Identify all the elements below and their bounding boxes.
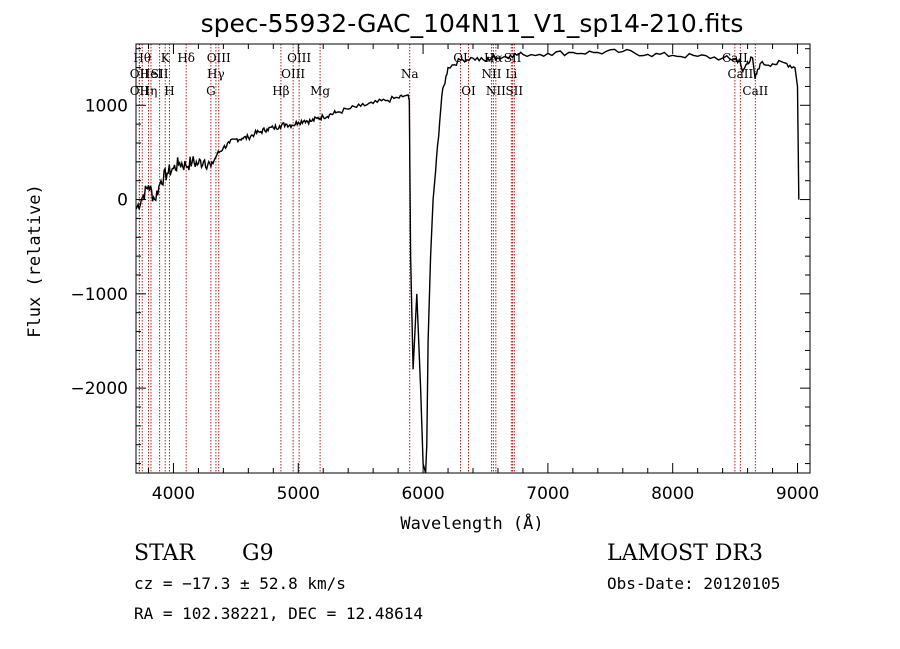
object-class-label: STAR bbox=[134, 541, 196, 566]
spectral-line-label: CaII bbox=[742, 84, 768, 98]
spectral-line-label: NII bbox=[486, 84, 506, 98]
spectral-line-label: OII bbox=[130, 84, 150, 98]
spectral-line-label: Hγ bbox=[207, 67, 225, 81]
spectral-line-label: Hθ bbox=[133, 51, 151, 65]
spectral-line-label: K bbox=[161, 51, 171, 65]
spectral-line-label: CaII bbox=[722, 51, 748, 65]
x-tick-label: 5000 bbox=[277, 484, 320, 504]
spectral-line-label: Hη bbox=[140, 84, 158, 98]
coords-line: RA = 102.38221, DEC = 12.48614 bbox=[134, 604, 423, 623]
x-tick-label: 4000 bbox=[152, 484, 195, 504]
y-tick-label: 0 bbox=[117, 191, 128, 211]
spectral-line-label: OIII bbox=[281, 67, 305, 81]
spectral-line-label: SII bbox=[505, 84, 523, 98]
spectral-line-label: OIII bbox=[207, 51, 231, 65]
spectral-lines-layer bbox=[138, 44, 756, 473]
spectral-line-label: SII bbox=[504, 51, 522, 65]
x-tick-label: 7000 bbox=[526, 484, 569, 504]
x-tick-label: 8000 bbox=[651, 484, 694, 504]
spectral-line-label: OIII bbox=[287, 51, 311, 65]
survey-label: LAMOST DR3 bbox=[607, 541, 763, 566]
spectrum-series-line bbox=[135, 48, 800, 474]
spectral-line-label: OI bbox=[461, 84, 476, 98]
plot-frame bbox=[135, 43, 811, 474]
spectral-line-label: OII bbox=[130, 67, 150, 81]
spectral-line-label: OI bbox=[453, 51, 468, 65]
subclass-label: G9 bbox=[242, 541, 274, 566]
x-tick-label: 6000 bbox=[401, 484, 444, 504]
spectral-line-label: Hα bbox=[484, 51, 503, 65]
x-axis-label: Wavelength (Å) bbox=[400, 512, 543, 534]
spectral-line-label: Na bbox=[401, 67, 419, 81]
spectral-line-label: HeI bbox=[140, 67, 163, 81]
spectral-line-label: SII bbox=[151, 67, 169, 81]
spectral-line-label: Li bbox=[505, 67, 517, 81]
spectral-line-label: Hβ bbox=[272, 84, 289, 98]
y-axis-label: Flux (relative) bbox=[25, 184, 45, 338]
spectral-line-label: G bbox=[206, 84, 216, 98]
chart-title: spec-55932-GAC_104N11_V1_sp14-210.fits bbox=[201, 9, 744, 38]
spectral-line-label: Hδ bbox=[177, 51, 195, 65]
spectral-line-label: CaII bbox=[727, 67, 753, 81]
spectral-line-label: Mg bbox=[310, 84, 330, 98]
redshift-line: cz = −17.3 ± 52.8 km/s bbox=[134, 574, 346, 593]
y-tick-label: −1000 bbox=[70, 285, 128, 305]
obs-date-line: Obs-Date: 20120105 bbox=[607, 574, 780, 593]
x-tick-label: 9000 bbox=[776, 484, 819, 504]
spectral-line-label: NII bbox=[481, 67, 501, 81]
spectral-line-label: H bbox=[164, 84, 174, 98]
y-tick-label: 1000 bbox=[85, 96, 128, 116]
y-tick-label: −2000 bbox=[70, 379, 128, 399]
spectral-line-labels: HθHηOIIOIIHeISIIKHHδGHγOIIIHβOIIIOIIIMgN… bbox=[130, 51, 769, 98]
